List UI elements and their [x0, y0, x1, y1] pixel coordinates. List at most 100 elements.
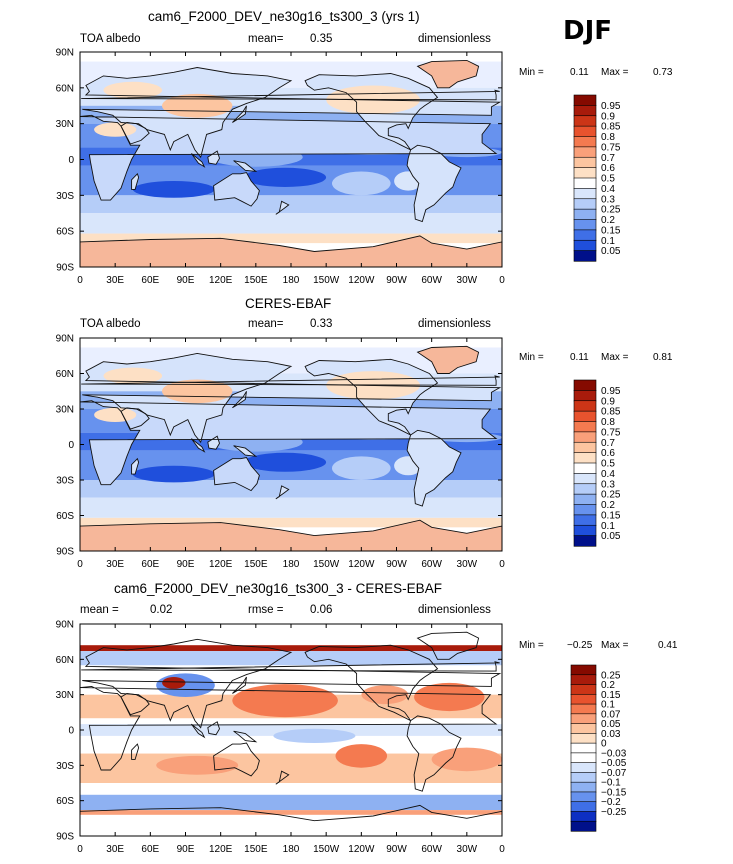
lon-tick-label: 30E: [106, 844, 124, 855]
coast-sumatra: [191, 438, 206, 453]
field-layer: [80, 52, 502, 267]
satlantic-positive: [431, 747, 502, 772]
coast-greenland: [416, 631, 480, 660]
coast-uk: [81, 375, 500, 386]
colorbar-level-label: 0.4: [601, 469, 615, 480]
lon-tick-label: 90W: [386, 275, 407, 286]
colorbar-level-label: 0.75: [601, 427, 621, 438]
lon-tick-label: 90E: [177, 275, 195, 286]
lat-tick-label: 60N: [56, 655, 74, 666]
panel3-colorbar: 0.250.20.150.10.070.050.030−0.03−0.05−0.…: [570, 664, 627, 832]
colorbar-box: [570, 781, 597, 793]
coast-nz: [275, 485, 290, 500]
nh-subpolar-band: [80, 651, 502, 666]
coast-sumatra: [191, 723, 206, 739]
coast-africa: [80, 685, 498, 771]
lon-tick-label: 150E: [244, 844, 268, 855]
lon-tick-label: 90E: [177, 559, 195, 570]
lon-tick-label: 0: [499, 275, 505, 286]
lon-tick-label: 120W: [348, 275, 375, 286]
stratocumulus-deck: [332, 171, 391, 196]
southern-ocean-band: [80, 794, 502, 811]
panel2-mean-value: 0.33: [310, 318, 333, 330]
colorbar-box: [570, 752, 597, 764]
atlantic-positive: [414, 682, 485, 712]
coast-newguinea: [233, 160, 258, 173]
coast-borneo: [207, 435, 220, 450]
colorbar-box: [570, 811, 597, 822]
clear-sky-subtropics: [244, 452, 327, 472]
colorbar-box: [570, 820, 597, 832]
land-australia: [213, 457, 260, 491]
coast-nam: [304, 644, 439, 722]
namerica-positive: [361, 685, 409, 705]
land-nz: [275, 201, 289, 215]
lat-tick-label: 30S: [56, 761, 74, 772]
colorbar-box: [570, 674, 597, 686]
land-australia: [213, 172, 260, 207]
coast-nz: [275, 200, 290, 215]
panel3-map: [80, 624, 502, 836]
lat-tick-label: 0: [68, 726, 74, 737]
lon-tick-label: 120E: [209, 844, 233, 855]
colorbar-level-label: 0.85: [601, 122, 621, 133]
panel1-min-label: Min =: [519, 67, 544, 78]
colorbar-box: [570, 772, 597, 783]
coast-sam: [406, 144, 462, 223]
colorbar-level-label: 0.15: [601, 510, 621, 521]
panel1-map: [80, 52, 502, 267]
colorbar-level-label: 0.75: [601, 142, 621, 153]
colorbar-level-label: 0.7: [601, 153, 615, 164]
colorbar-box: [570, 684, 597, 695]
field-layer: [80, 338, 502, 551]
lon-tick-label: 180: [283, 844, 300, 855]
sea-ice-band: [80, 517, 502, 528]
colorbar-level-label: 0.15: [601, 690, 621, 701]
lon-tick-label: 150W: [313, 559, 340, 570]
lat-tick-label: 60N: [56, 369, 74, 380]
russia-snow: [103, 367, 163, 385]
panel1-mean-value: 0.35: [310, 33, 333, 45]
coast-sam: [406, 715, 462, 792]
lon-tick-label: 30W: [457, 844, 478, 855]
lon-tick-label: 30W: [457, 275, 478, 286]
coast-antarctica: [80, 804, 502, 822]
coast-africa: [80, 114, 498, 201]
lon-tick-label: 30E: [106, 275, 124, 286]
southern-ocean-band: [80, 497, 502, 518]
lat-tick-label: 90N: [56, 620, 74, 631]
panel3-units: dimensionless: [418, 604, 491, 616]
panel2-colorbar: 0.950.90.850.80.750.70.60.50.40.30.250.2…: [573, 379, 621, 547]
colorbar-box: [570, 801, 597, 813]
lon-tick-label: 150W: [313, 275, 340, 286]
tibet-positive: [162, 677, 186, 689]
colorbar-level-label: 0.6: [601, 448, 615, 459]
colorbar-box: [570, 762, 597, 774]
lat-tick-label: 90S: [56, 263, 74, 274]
panel1-title: cam6_F2000_DEV_ne30g16_ts300_3 (yrs 1): [148, 9, 420, 24]
colorbar-level-label: 0.6: [601, 163, 615, 174]
coast-japan: [232, 676, 247, 694]
colorbar-level-label: 0.1: [601, 521, 615, 532]
land-sam: [407, 430, 461, 506]
land-newguinea: [233, 160, 256, 172]
panel2-map: [80, 338, 502, 551]
coast-australia: [213, 742, 260, 777]
colorbar-level-label: 0.2: [601, 500, 615, 511]
coast-nam: [304, 358, 439, 436]
panel3-max-label: Max =: [601, 640, 629, 651]
lat-tick-label: 90S: [56, 832, 74, 843]
lon-tick-label: 0: [499, 559, 505, 570]
npac-positive: [232, 684, 338, 718]
lat-tick-label: 30N: [56, 119, 74, 130]
land-greenland: [417, 346, 479, 374]
panel2-title: CERES-EBAF: [245, 296, 332, 311]
panel3-min-value: −0.25: [567, 640, 593, 651]
lon-tick-label: 30E: [106, 559, 124, 570]
colorbar-level-label: −0.15: [601, 787, 627, 798]
panel3-rmse-value: 0.06: [310, 604, 333, 616]
colorbar-level-label: 0.05: [601, 246, 621, 257]
clear-sky-subtropics: [244, 167, 327, 187]
